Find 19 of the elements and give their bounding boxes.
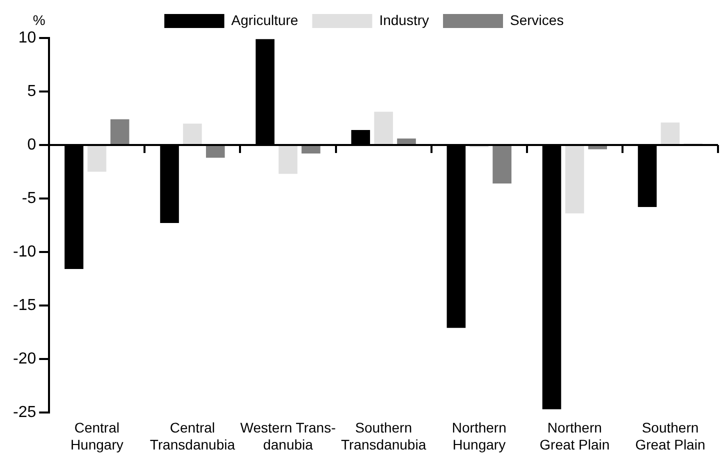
x-tick-label: Northern Great Plain [540, 420, 610, 452]
y-tick-label: 10 [18, 29, 36, 46]
x-tick-label: Central Hungary [70, 420, 124, 452]
y-axis-title: % [32, 12, 46, 28]
legend-label: Services [510, 12, 564, 28]
y-tick-label: 5 [27, 82, 36, 100]
legend-label: Industry [379, 12, 430, 28]
y-tick-label: -25 [13, 404, 36, 421]
y-tick-label: -20 [13, 350, 36, 368]
y-tick-label: -10 [13, 243, 36, 260]
y-tick-label: -5 [22, 190, 36, 207]
y-tick-label: -15 [13, 296, 36, 314]
x-tick-label: Southern Transdanubia [341, 420, 426, 452]
y-tick-label: 0 [27, 136, 36, 154]
x-tick-label: Western Trans- danubia [240, 420, 336, 452]
x-tick-label: Central Transdanubia [150, 420, 236, 452]
legend-label: Agriculture [231, 12, 298, 28]
x-tick-label: Northern Hungary [452, 420, 506, 452]
x-tick-label: Southern Great Plain [635, 420, 706, 452]
